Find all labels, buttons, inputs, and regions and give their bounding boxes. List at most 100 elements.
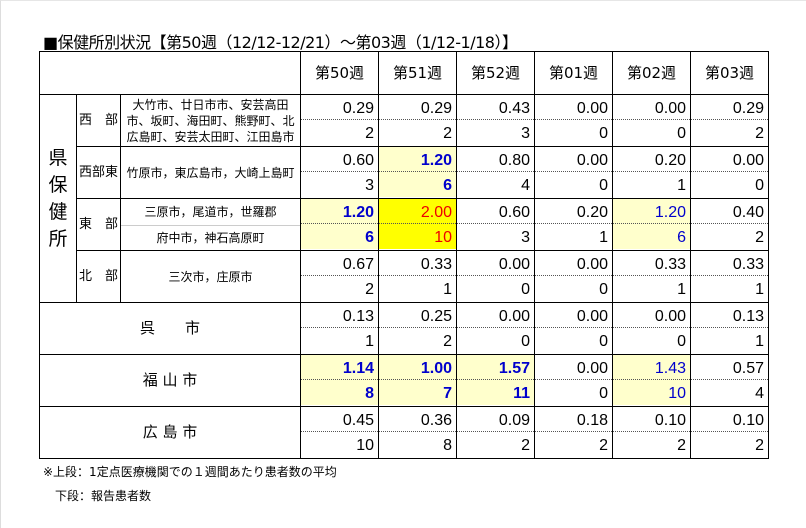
count-value: 1	[677, 177, 686, 194]
week-header: 第01週	[534, 51, 613, 95]
rate-value: 0.13	[691, 303, 768, 328]
region-label: 西 部	[76, 94, 121, 147]
rate-value: 0.13	[301, 303, 378, 328]
count-value: 1	[755, 281, 764, 298]
rate-value: 1.14	[301, 355, 378, 380]
count-value: 0	[599, 125, 608, 142]
note-lower: 下段：報告患者数	[55, 489, 152, 503]
city-label: 福 山 市	[39, 354, 301, 407]
rate-value: 0.20	[613, 147, 690, 172]
region-label: 西部東	[76, 146, 121, 199]
rate-value: 0.45	[301, 407, 378, 432]
rate-value: 0.25	[379, 303, 456, 328]
count-value: 3	[365, 177, 374, 194]
count-value: 10	[356, 437, 374, 454]
rate-value: 0.09	[457, 407, 534, 432]
count-value: 2	[443, 333, 452, 350]
rate-value: 0.43	[457, 95, 534, 120]
count-value: 2	[365, 281, 374, 298]
count-value: 2	[755, 125, 764, 142]
count-value: 2	[443, 125, 452, 142]
rate-value: 1.20	[301, 199, 378, 224]
rate-value: 0.33	[379, 251, 456, 276]
week-header: 第51週	[378, 51, 457, 95]
rate-value: 0.00	[535, 251, 612, 276]
count-value: 2	[755, 437, 764, 454]
rate-value: 0.40	[691, 199, 768, 224]
rate-value: 0.00	[457, 303, 534, 328]
rate-value: 0.33	[691, 251, 768, 276]
count-value: 0	[755, 177, 764, 194]
region-areas: 大竹市、廿日市市、安芸高田市、坂町、海田町、熊野町、北広島町、安芸太田町、江田島…	[120, 94, 301, 147]
count-value: 6	[301, 224, 378, 249]
rate-value: 0.29	[691, 95, 768, 120]
data-cell	[690, 406, 769, 459]
rate-value: 0.29	[301, 95, 378, 120]
week-header: 第03週	[690, 51, 769, 95]
count-value: 10	[613, 380, 690, 405]
count-value: 0	[599, 281, 608, 298]
count-value: 1	[755, 333, 764, 350]
count-value: 7	[379, 380, 456, 405]
count-value: 8	[301, 380, 378, 405]
count-value: 0	[599, 177, 608, 194]
week-header: 第52週	[456, 51, 535, 95]
rate-value: 0.57	[691, 355, 768, 380]
week-header: 第50週	[300, 51, 379, 95]
area-label: 三原市，尾道市，世羅郡	[121, 199, 300, 226]
count-value: 0	[521, 281, 530, 298]
rate-value: 0.10	[613, 407, 690, 432]
count-value: 0	[599, 333, 608, 350]
count-value: 6	[613, 224, 690, 249]
week-header: 第02週	[612, 51, 691, 95]
count-value: 3	[521, 229, 530, 246]
rate-value: 0.67	[301, 251, 378, 276]
count-value: 1	[677, 281, 686, 298]
region-areas: 三原市，尾道市，世羅郡府中市，神石高原町	[120, 198, 301, 251]
rate-value: 0.60	[301, 147, 378, 172]
rate-value: 0.33	[613, 251, 690, 276]
rate-value: 1.20	[379, 147, 456, 172]
count-value: 1	[365, 333, 374, 350]
count-value: 2	[677, 437, 686, 454]
count-value: 0	[677, 333, 686, 350]
count-value: 1	[599, 229, 608, 246]
rate-value: 0.60	[457, 199, 534, 224]
region-label: 北 部	[76, 250, 121, 303]
city-label: 広 島 市	[39, 406, 301, 459]
count-value: 11	[457, 380, 534, 405]
rate-value: 0.00	[613, 303, 690, 328]
rate-value: 0.00	[691, 147, 768, 172]
rate-value: 0.10	[691, 407, 768, 432]
region-areas: 竹原市，東広島市，大崎上島町	[120, 146, 301, 199]
city-label: 呉 市	[39, 302, 301, 355]
page-title: ■保健所別状況【第50週（12/12-12/21）～第03週（1/12-1/18…	[43, 33, 518, 52]
rate-value: 0.00	[535, 355, 612, 380]
count-value: 4	[755, 385, 764, 402]
rate-value: 0.00	[613, 95, 690, 120]
count-value: 0	[599, 385, 608, 402]
area-label: 府中市，神石高原町	[156, 231, 265, 245]
count-value: 1	[443, 281, 452, 298]
rate-value: 2.00	[379, 199, 456, 224]
rate-value: 1.00	[379, 355, 456, 380]
count-value: 10	[379, 224, 456, 249]
count-value: 2	[365, 125, 374, 142]
rate-value: 0.00	[457, 251, 534, 276]
count-value: 0	[521, 333, 530, 350]
region-label: 東 部	[76, 198, 121, 251]
rate-value: 0.18	[535, 407, 612, 432]
count-value: 0	[677, 125, 686, 142]
rate-value: 0.20	[535, 199, 612, 224]
rate-value: 1.57	[457, 355, 534, 380]
count-value: 2	[755, 229, 764, 246]
rate-value: 0.00	[535, 147, 612, 172]
header-corner	[39, 51, 301, 95]
count-value: 2	[599, 437, 608, 454]
rate-value: 0.00	[535, 303, 612, 328]
count-value: 8	[443, 437, 452, 454]
count-value: 3	[521, 125, 530, 142]
rate-value: 0.80	[457, 147, 534, 172]
region-areas: 三次市，庄原市	[120, 250, 301, 303]
